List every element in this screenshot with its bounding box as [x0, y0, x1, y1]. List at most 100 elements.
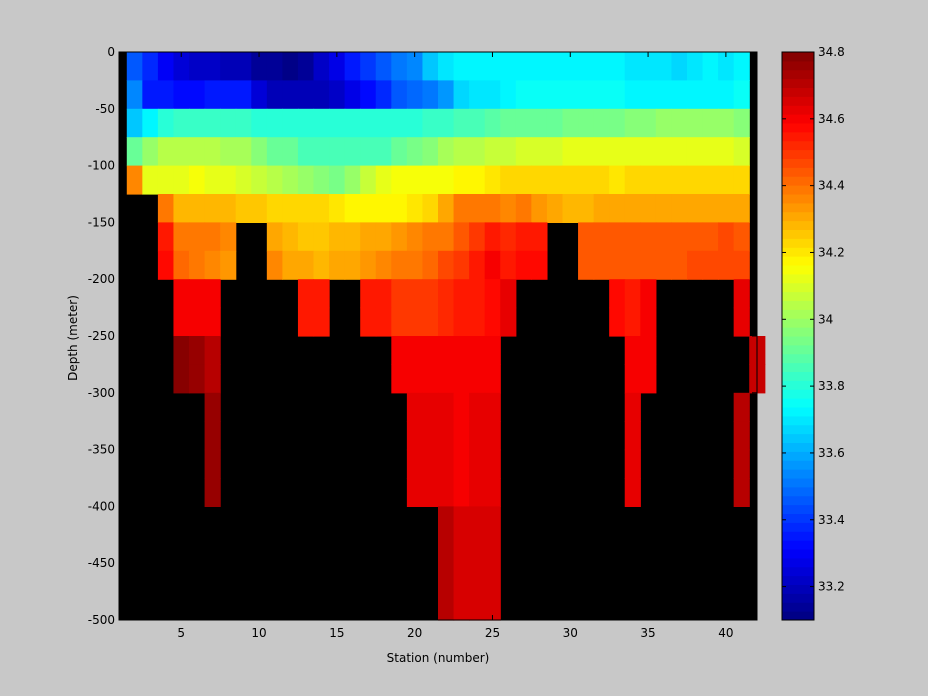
x-tick-label: 5 [177, 626, 185, 640]
heatmap-cell [220, 222, 237, 252]
colorbar-band [782, 362, 814, 373]
colorbar-band [782, 60, 814, 71]
heatmap-cell [453, 222, 470, 252]
heatmap-cell [157, 165, 175, 195]
heatmap-cell [204, 336, 221, 365]
colorbar-tick-label: 33.6 [818, 446, 845, 460]
heatmap-cell [438, 449, 455, 479]
colorbar-tick-label: 33.8 [818, 379, 845, 393]
heatmap-cell [406, 250, 424, 280]
heatmap-cell [406, 307, 424, 337]
heatmap-cell [438, 336, 455, 365]
heatmap-cell [453, 449, 470, 479]
colorbar-band [782, 336, 814, 346]
heatmap-cell [593, 108, 610, 138]
heatmap-cell [251, 194, 268, 223]
heatmap-cell [624, 80, 641, 110]
heatmap-cell [391, 52, 408, 81]
heatmap-cell [422, 80, 439, 110]
x-tick-label: 10 [251, 626, 266, 640]
heatmap-cell [375, 279, 392, 309]
heatmap-cell [453, 108, 470, 138]
heatmap-cell [173, 222, 190, 252]
heatmap-cell [562, 52, 579, 81]
colorbar-band [782, 557, 814, 568]
heatmap-cell [469, 279, 486, 309]
heatmap-cell [733, 222, 750, 252]
heatmap-cell [438, 506, 455, 621]
heatmap-cell [578, 80, 595, 110]
heatmap-cell [406, 279, 424, 309]
heatmap-cell [546, 80, 564, 110]
heatmap-cell [702, 194, 719, 223]
heatmap-cell [220, 165, 237, 195]
y-tick-label: -500 [88, 613, 115, 627]
heatmap-cell [422, 108, 439, 138]
heatmap-cell [204, 392, 221, 422]
heatmap-cell [515, 52, 532, 81]
colorbar-tick-label: 34 [818, 312, 833, 326]
colorbar-band [782, 149, 814, 160]
colorbar-band [782, 540, 814, 550]
heatmap-cell [375, 194, 392, 223]
colorbar-band [782, 131, 814, 142]
heatmap-cell [546, 194, 564, 223]
heatmap-cell [266, 137, 283, 167]
heatmap-cell [204, 364, 221, 394]
heatmap-cell [718, 165, 735, 195]
colorbar-band [782, 211, 814, 222]
heatmap-cell [235, 194, 252, 223]
heatmap-cell [624, 392, 641, 422]
heatmap-cell [671, 250, 688, 280]
heatmap-cell [344, 222, 361, 252]
heatmap-cell [655, 250, 673, 280]
heatmap-cell [686, 222, 704, 252]
heatmap-cell [204, 52, 221, 81]
heatmap-cell [733, 279, 750, 309]
heatmap-cell [422, 336, 439, 365]
heatmap-cell [220, 194, 237, 223]
heatmap-cell [204, 194, 221, 223]
x-axis-label: Station (number) [387, 651, 490, 665]
colorbar-band [782, 433, 814, 444]
heatmap-cell [344, 165, 361, 195]
heatmap-cell [360, 80, 377, 110]
heatmap-cell [157, 137, 175, 167]
heatmap-cell [406, 222, 424, 252]
heatmap-cell [282, 165, 299, 195]
heatmap-cell [235, 52, 252, 81]
y-tick-label: -300 [88, 386, 115, 400]
heatmap-cell [235, 137, 252, 167]
heatmap-cell [531, 108, 548, 138]
colorbar-band [782, 389, 814, 399]
colorbar-band [782, 176, 814, 186]
heatmap-cell [593, 194, 610, 223]
heatmap-cell [609, 108, 626, 138]
heatmap-cell [733, 307, 750, 337]
y-tick-label: -100 [88, 159, 115, 173]
colorbar-band [782, 318, 814, 328]
heatmap-cell [453, 478, 470, 507]
y-tick-label: -400 [88, 499, 115, 513]
heatmap-cell [329, 222, 346, 252]
heatmap-cell [422, 165, 439, 195]
heatmap-cell [609, 80, 626, 110]
heatmap-cell [173, 364, 190, 394]
heatmap-cell [453, 364, 470, 394]
heatmap-cell [500, 250, 517, 280]
heatmap-cell [204, 478, 221, 507]
heatmap-cell [189, 222, 206, 252]
heatmap-cell [609, 222, 626, 252]
colorbar-band [782, 291, 814, 302]
colorbar-band [782, 478, 814, 488]
heatmap-cell [640, 307, 657, 337]
heatmap-cell [173, 108, 190, 138]
colorbar-band [782, 486, 814, 497]
colorbar-band [782, 87, 814, 97]
heatmap-cell [453, 194, 470, 223]
heatmap-cell [500, 137, 517, 167]
y-tick-label: -350 [88, 443, 115, 457]
colorbar-band [782, 398, 814, 408]
heatmap-cell [391, 222, 408, 252]
heatmap-cell [531, 165, 548, 195]
